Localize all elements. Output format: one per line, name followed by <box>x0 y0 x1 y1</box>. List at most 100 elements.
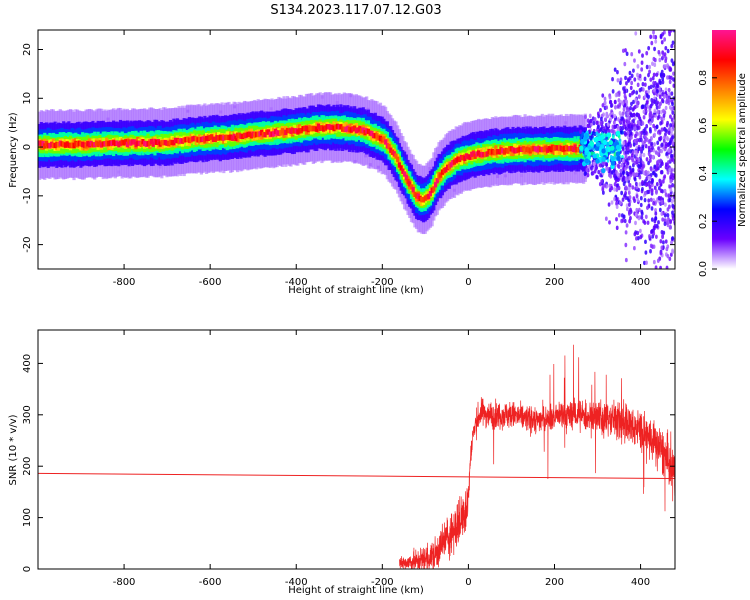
spectrum-cell <box>532 145 536 152</box>
spectrum-cell <box>96 141 100 148</box>
spectrum-cell <box>535 147 539 153</box>
x-tick-label: -800 <box>113 577 136 588</box>
spectrum-cell <box>385 143 389 149</box>
spectrum-cell <box>603 96 607 102</box>
spectrum-cell <box>623 130 627 136</box>
spectrum-cell <box>182 137 186 143</box>
spectrum-cell <box>620 162 624 168</box>
spectrum-cell <box>658 57 662 63</box>
spectrum-cell <box>658 186 661 191</box>
spectrum-cell <box>630 153 634 158</box>
snr-y-ticks: 0 100 200 300 400 <box>22 354 675 572</box>
spectrum-cell <box>584 114 587 120</box>
spectrum-cell <box>626 146 630 152</box>
spectrum-cell <box>654 167 658 172</box>
spectrum-cell <box>642 128 646 134</box>
spectrum-cell <box>70 142 74 148</box>
spectrum-cell <box>659 101 662 106</box>
spectrum-cell <box>303 125 307 131</box>
spectrum-cell <box>313 126 317 132</box>
spectrum-cell <box>625 164 629 169</box>
spectrum-cell <box>641 186 644 192</box>
spectrum-cell <box>483 151 488 158</box>
spectrum-cell <box>99 142 104 148</box>
spectrum-cell <box>664 58 668 64</box>
spectrum-cell <box>666 253 670 259</box>
spectrum-cell <box>199 136 204 143</box>
spectrum-cell <box>668 225 672 230</box>
x-tick-label: 400 <box>631 277 650 288</box>
spectrum-cell <box>653 185 657 191</box>
spectrum-cell <box>151 141 155 147</box>
spectrum-cell <box>518 146 522 152</box>
spectrum-cell <box>655 223 659 229</box>
spectrum-cell <box>611 134 615 140</box>
spectrum-cell <box>248 131 252 137</box>
spectrum-cell <box>659 188 663 194</box>
spectrum-cell <box>387 143 391 150</box>
spectrum-cell <box>619 168 623 174</box>
spectrum-cell <box>628 76 632 81</box>
spectrogram-x-label: Height of straight line (km) <box>288 285 424 296</box>
spectrum-cell <box>573 144 577 150</box>
spectrum-cell <box>621 158 625 164</box>
spectrum-cell <box>599 163 602 168</box>
spectrum-cell <box>647 45 651 51</box>
spectrum-cell <box>55 141 59 148</box>
spectrum-cell <box>660 199 664 205</box>
spectrum-cell <box>137 140 142 146</box>
spectrum-cell <box>616 117 620 122</box>
spectrum-cell <box>639 234 643 240</box>
spectrum-cell <box>415 193 419 199</box>
spectrum-cell <box>144 141 148 147</box>
spectrum-cell <box>625 203 629 208</box>
spectrum-cell <box>616 155 621 161</box>
spectrum-cell <box>665 246 669 252</box>
spectrum-cell <box>635 172 639 177</box>
spectrum-cell <box>291 127 295 134</box>
spectrum-cell <box>579 158 583 164</box>
spectrum-cell <box>380 137 384 143</box>
spectrum-cell <box>636 72 639 78</box>
spectrum-cell <box>635 103 639 108</box>
spectrum-cell <box>666 120 669 126</box>
spectrum-cell <box>603 183 607 188</box>
spectrum-cell <box>148 140 152 146</box>
spectrum-cell <box>595 158 600 164</box>
spectrum-cell <box>225 134 229 141</box>
spectrum-cell <box>652 34 656 40</box>
spectrum-cell <box>408 181 412 187</box>
spectrum-cell <box>648 114 652 120</box>
spectrum-cell <box>667 87 671 93</box>
spectrum-cell <box>427 193 431 200</box>
spectrum-cell <box>657 220 660 225</box>
snr-x-label: Height of straight line (km) <box>288 585 424 596</box>
spectrum-cell <box>584 133 589 139</box>
spectrum-cell <box>528 148 532 154</box>
spectrum-cell <box>653 62 657 68</box>
spectrum-cell <box>632 118 635 124</box>
spectrum-cell <box>370 130 374 137</box>
spectrum-cell <box>624 230 628 235</box>
spectrum-cell <box>513 148 517 154</box>
colorbar-gradient <box>712 30 736 269</box>
spectrum-cell <box>615 130 621 136</box>
spectrum-cell <box>310 126 314 132</box>
spectrum-cell <box>72 142 76 149</box>
spectrum-cell <box>635 112 639 117</box>
spectrum-cell <box>191 136 195 142</box>
spectrum-cell <box>661 233 665 239</box>
spectrum-cell <box>613 187 616 192</box>
spectrum-cell <box>636 197 640 203</box>
spectrum-cell <box>423 195 427 201</box>
spectrum-cell <box>640 215 644 220</box>
spectrum-cell <box>509 146 513 152</box>
spectrum-cell <box>593 117 597 122</box>
spectrum-cell <box>594 166 598 171</box>
spectrum-cell <box>217 135 221 141</box>
spectrum-cell <box>341 126 345 132</box>
spectrum-cell <box>375 133 379 139</box>
spectrum-cell <box>136 140 140 146</box>
spectrum-cell <box>552 145 556 151</box>
spectrum-cell <box>641 82 645 87</box>
